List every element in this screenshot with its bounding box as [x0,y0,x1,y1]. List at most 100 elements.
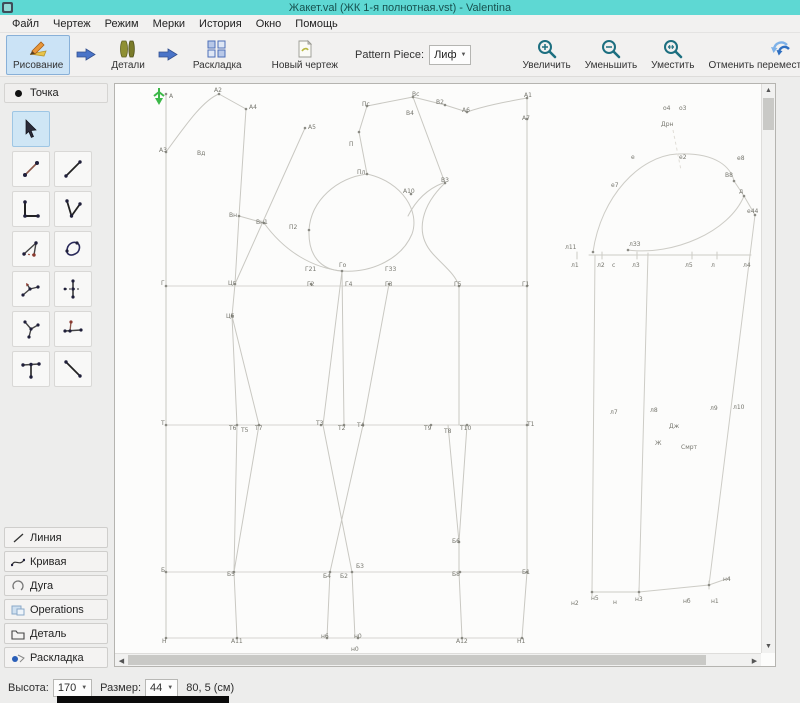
height-select[interactable]: 170 ▼ [52,679,93,697]
size-label: Размер: [100,682,142,694]
svg-text:А2: А2 [214,87,222,94]
horizontal-scrollbar[interactable]: ◀ ▶ [115,653,761,666]
svg-text:л1: л1 [571,262,579,269]
tool-t-intersection[interactable] [12,351,50,387]
svg-text:А3: А3 [159,147,167,154]
zoom-in-button[interactable]: Увеличить [515,35,577,75]
svg-text:л3: л3 [632,262,640,269]
pattern-piece-label: Pattern Piece: [354,48,425,61]
operations-icon [10,603,26,616]
vertical-scrollbar[interactable]: ▲ ▼ [761,84,775,653]
origin-arrow-icon [153,88,165,105]
right-angle-icon [23,200,40,218]
pencil-icon [26,38,50,60]
svg-text:А10: А10 [403,188,415,195]
curve-icon [10,555,26,568]
undo-button[interactable]: Отменить переместить метку т [701,35,800,75]
tool-perpendicular-angle[interactable] [12,191,50,227]
pattern-piece-select[interactable]: Лиф ▼ [429,44,472,65]
pattern-pieces-icon [116,38,140,60]
svg-text:о4: о4 [663,105,671,112]
arc-group-button[interactable]: Дуга [4,575,108,596]
tool-branch-lines[interactable] [12,311,50,347]
details-mode-label: Детали [111,59,145,71]
taskbar-fragment [57,696,229,703]
title-bar[interactable]: Жакет.val (ЖК 1-я полнотная.vst) - Valen… [0,0,800,15]
svg-text:Т8: Т8 [443,428,452,435]
detail-folder-icon [10,627,26,640]
svg-text:Дрн: Дрн [661,121,673,128]
svg-text:Б6: Б6 [452,538,460,545]
menu-measurements[interactable]: Мерки [152,17,186,30]
tool-triangle-dashed[interactable] [12,231,50,267]
point-group-header[interactable]: Точка [4,83,108,103]
scroll-right-arrow[interactable]: ▶ [751,657,758,665]
svg-text:А11: А11 [231,638,243,645]
svg-text:Б1: Б1 [522,569,530,576]
scroll-up-arrow[interactable]: ▲ [765,87,772,94]
svg-text:Г4: Г4 [345,281,353,288]
scroll-left-arrow[interactable]: ◀ [118,657,125,665]
tool-perpendicular-tick[interactable] [54,311,92,347]
line-tick-icon [63,320,83,333]
closed-curve-icon [65,241,81,256]
zoom-fit-button[interactable]: Уместить [644,35,701,75]
tool-angle-lines[interactable] [54,191,92,227]
details-mode-button[interactable]: Детали [104,35,151,75]
curve-group-button[interactable]: Кривая [4,551,108,572]
layout-mode-button[interactable]: Раскладка [186,35,249,75]
zoom-out-button[interactable]: Уменьшить [578,35,644,75]
detail-group-button[interactable]: Деталь [4,623,108,644]
operations-group-button[interactable]: Operations [4,599,108,620]
svg-text:Б4: Б4 [323,573,331,580]
menu-pattern[interactable]: Чертеж [53,17,91,30]
svg-text:А12: А12 [456,638,468,645]
line-icon [10,531,26,544]
menu-help[interactable]: Помощь [295,17,338,30]
tool-connected-arrows[interactable] [12,271,50,307]
tool-line-segment-endpoints[interactable] [12,151,50,187]
scroll-down-arrow[interactable]: ▼ [765,643,772,650]
tool-closed-curve[interactable] [54,231,92,267]
layout-group-label: Раскладка [30,651,84,664]
vertical-scroll-thumb[interactable] [763,98,774,130]
svg-text:л: л [711,262,715,269]
pattern-canvas[interactable]: А А2 А4 А3 Вд Вн Вн1 А5 Пс Вс В4 В2 А6 А1 А7 П Пл А10 В3 П2… [115,84,761,653]
svg-text:В8: В8 [725,172,733,179]
menu-file[interactable]: Файл [12,17,40,30]
tool-arrow-cursor[interactable] [12,111,50,147]
tool-diagonal-line[interactable] [54,351,92,387]
point-tool-grid [4,111,108,387]
svg-text:н4: н4 [723,576,731,583]
window-title: Жакет.val (ЖК 1-я полнотная.vst) - Valen… [288,1,512,14]
zoom-out-icon [600,38,622,60]
size-select[interactable]: 44 ▼ [145,679,179,697]
tool-axis-cross[interactable] [54,271,92,307]
drawing-mode-button[interactable]: Рисование [6,34,71,75]
dropdown-arrow-icon: ▼ [167,685,174,691]
arc-group-label: Дуга [30,579,54,592]
svg-text:Т5: Т5 [240,427,249,434]
svg-text:Н: Н [162,638,167,645]
svg-text:л9: л9 [710,405,718,412]
point-group-label: Точка [30,87,59,99]
svg-text:Б3: Б3 [356,563,364,570]
layout-grid-icon [206,38,228,60]
menu-window[interactable]: Окно [255,17,282,30]
svg-text:Цг: Цг [228,280,236,287]
svg-text:е: е [631,154,635,161]
menu-mode[interactable]: Режим [104,17,139,30]
menu-history[interactable]: История [199,17,242,30]
arrows-icon [21,283,40,297]
svg-text:Г33: Г33 [385,266,396,273]
svg-text:Т7: Т7 [254,425,263,432]
horizontal-scroll-thumb[interactable] [128,655,706,665]
layout-group-button[interactable]: Раскладка [4,647,108,668]
svg-text:Цб: Цб [226,313,235,320]
new-pattern-button[interactable]: Новый чертеж [265,35,345,75]
tool-line-segment[interactable] [54,151,92,187]
height-value: 170 [57,682,77,694]
svg-text:В3: В3 [441,177,449,184]
line-group-button[interactable]: Линия [4,527,108,548]
svg-text:л7: л7 [610,409,618,416]
